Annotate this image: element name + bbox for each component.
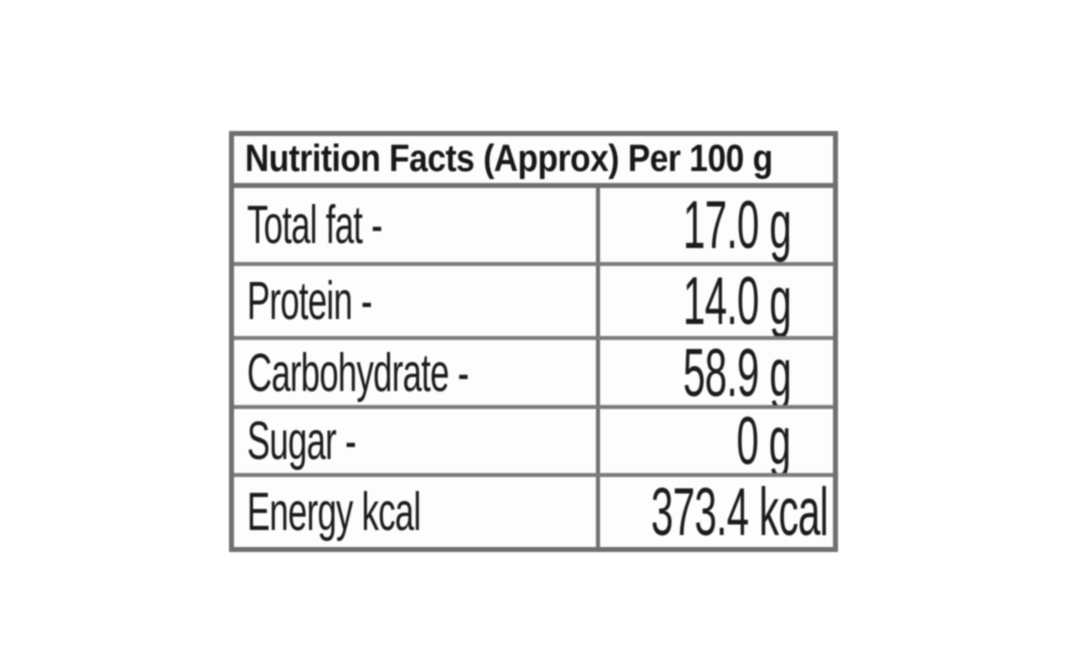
- energy-label-cell: Energy kcal: [234, 477, 600, 547]
- energy-value: 373.4 kcal: [651, 477, 829, 547]
- table-row-energy: Energy kcal 373.4 kcal: [234, 477, 833, 547]
- sugar-value-cell: 0 g: [600, 409, 833, 473]
- protein-label-cell: Protein -: [234, 266, 600, 336]
- table-row-sugar: Sugar - 0 g: [234, 409, 833, 477]
- nutrition-table-header: Nutrition Facts (Approx) Per 100 g: [234, 136, 833, 188]
- energy-value-cell: 373.4 kcal: [600, 477, 833, 547]
- carbohydrate-value: 58.9 g: [682, 340, 792, 405]
- nutrition-table-title: Nutrition Facts (Approx) Per 100 g: [245, 138, 773, 180]
- protein-value: 14.0 g: [682, 266, 792, 336]
- protein-label: Protein -: [247, 271, 373, 331]
- carbohydrate-label-cell: Carbohydrate -: [234, 340, 600, 405]
- total-fat-label-cell: Total fat -: [234, 188, 600, 262]
- energy-label: Energy kcal: [247, 482, 421, 542]
- total-fat-value: 17.0 g: [682, 188, 792, 262]
- table-row-total-fat: Total fat - 17.0 g: [234, 188, 833, 266]
- carbohydrate-label: Carbohydrate -: [247, 342, 469, 403]
- carbohydrate-value-cell: 58.9 g: [600, 340, 833, 405]
- sugar-label-cell: Sugar -: [234, 409, 600, 473]
- sugar-label: Sugar -: [247, 411, 357, 471]
- total-fat-value-cell: 17.0 g: [600, 188, 833, 262]
- sugar-value: 0 g: [736, 409, 792, 473]
- table-row-protein: Protein - 14.0 g: [234, 266, 833, 340]
- nutrition-facts-table: Nutrition Facts (Approx) Per 100 g Total…: [229, 131, 838, 552]
- table-row-carbohydrate: Carbohydrate - 58.9 g: [234, 340, 833, 409]
- protein-value-cell: 14.0 g: [600, 266, 833, 336]
- total-fat-label: Total fat -: [247, 195, 383, 255]
